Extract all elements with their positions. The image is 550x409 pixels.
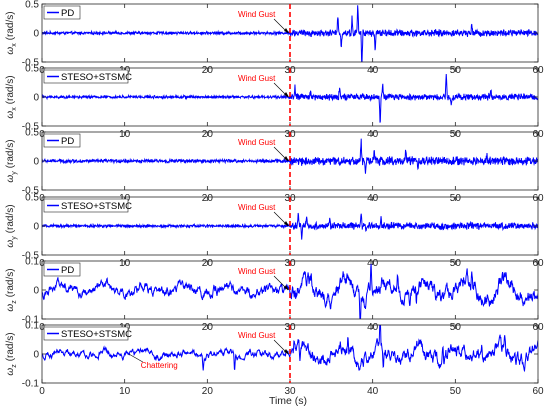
legend-label: STESO+STSMC [61,201,132,212]
y-tick-label: 0.5 [25,193,39,204]
legend-box [43,262,81,277]
wind-gust-annotation: Wind Gust [238,138,276,147]
wind-gust-arrowhead [284,156,289,161]
legend-box [43,133,81,148]
y-tick-label: 0 [33,29,39,40]
y-axis-title: ωy (rad/s) [5,139,18,182]
y-tick-label: 0 [33,350,39,361]
y-tick-label: -0.5 [22,186,40,197]
y-axis-symbol: ω [5,368,16,376]
x-tick-label: 20 [202,386,214,397]
legend: STESO+STSMC [43,198,132,213]
x-tick-label: 60 [532,386,544,397]
legend-box [43,5,81,20]
legend-label: PD [61,8,74,19]
wind-gust-arrowhead [284,349,289,354]
wind-gust-annotation: Wind Gust [238,74,276,83]
wind-gust-arrowhead [284,92,289,97]
series-line [42,138,538,174]
x-tick-label: 50 [450,386,462,397]
y-tick-label: 0.5 [25,128,39,139]
legend: PD [43,133,81,148]
wind-gust-annotation: Wind Gust [238,267,276,276]
y-tick-label: 0.1 [25,257,39,268]
y-axis-title: ωx (rad/s) [5,75,18,118]
y-tick-label: -0.1 [22,315,40,326]
y-axis-title: ωz (rad/s) [5,268,18,311]
y-axis-title: ωx (rad/s) [5,11,18,54]
y-axis-unit: (rad/s) [5,204,16,233]
y-axis-unit: (rad/s) [5,75,16,104]
y-tick-label: -0.5 [22,251,40,262]
subplot-6: 0 10 20 30 40 50 600.10-0.1ωz(rad/s) STESO+STSM… [5,321,544,398]
y-axis-subscript: x [11,107,18,111]
y-tick-label: 0.1 [25,321,39,332]
y-tick-label: 0 [33,157,39,168]
series-line [42,73,538,123]
y-axis-unit: (rad/s) [5,139,16,168]
chattering-arrow [128,353,143,363]
legend-label: STESO+STSMC [61,329,132,340]
y-tick-label: 0.5 [25,64,39,75]
legend: PD [43,5,81,20]
wind-gust-arrowhead [284,285,289,290]
legend: STESO+STSMC [43,69,132,84]
wind-gust-annotation: Wind Gust [238,203,276,212]
x-tick-label: 0 [39,386,45,397]
y-axis-symbol: ω [5,240,16,248]
legend: PD [43,262,81,277]
y-axis-subscript: y [11,236,18,240]
legend: STESO+STSMC [43,326,132,341]
y-axis-title: ωz (rad/s) [5,332,18,375]
y-axis-symbol: ω [5,304,16,312]
wind-gust-arrowhead [284,221,289,226]
subplot-4: 01020304050600.50-0.5ωy(rad/s)STESO+STSM… [5,193,544,270]
wind-gust-annotation: Wind Gust [238,331,276,340]
legend-box [43,326,129,341]
x-tick-label: 40 [367,386,379,397]
x-axis-title: Time (s) [269,395,307,407]
y-axis-subscript: y [11,171,18,175]
wind-gust-annotation: Wind Gust [238,10,276,19]
legend-box [43,198,129,213]
legend-box [43,69,129,84]
y-axis-unit: (rad/s) [5,268,16,297]
y-axis-subscript: x [11,43,18,47]
legend-label: PD [61,265,74,276]
x-tick-label: 30 [284,386,296,397]
y-axis-title: ωy (rad/s) [5,204,18,247]
legend-label: PD [61,136,74,147]
y-tick-label: -0.5 [22,122,40,133]
series-line [42,325,538,373]
x-tick-label: 10 [119,386,131,397]
chattering-annotation: Chattering [141,361,178,370]
y-tick-label: 0 [33,93,39,104]
wind-gust-arrowhead [284,28,289,33]
y-tick-label: -0.1 [22,379,40,390]
legend-label: STESO+STSMC [61,72,132,83]
y-tick-label: 0.5 [25,0,39,11]
y-axis-symbol: ω [5,47,16,55]
y-axis-unit: (rad/s) [5,11,16,40]
y-tick-label: 0 [33,286,39,297]
y-tick-label: -0.5 [22,58,40,69]
y-axis-subscript: z [11,300,18,304]
y-axis-subscript: z [11,364,18,368]
y-axis-unit: (rad/s) [5,332,16,361]
y-tick-label: 0 [33,222,39,233]
y-axis-symbol: ω [5,111,16,119]
y-axis-symbol: ω [5,175,16,183]
